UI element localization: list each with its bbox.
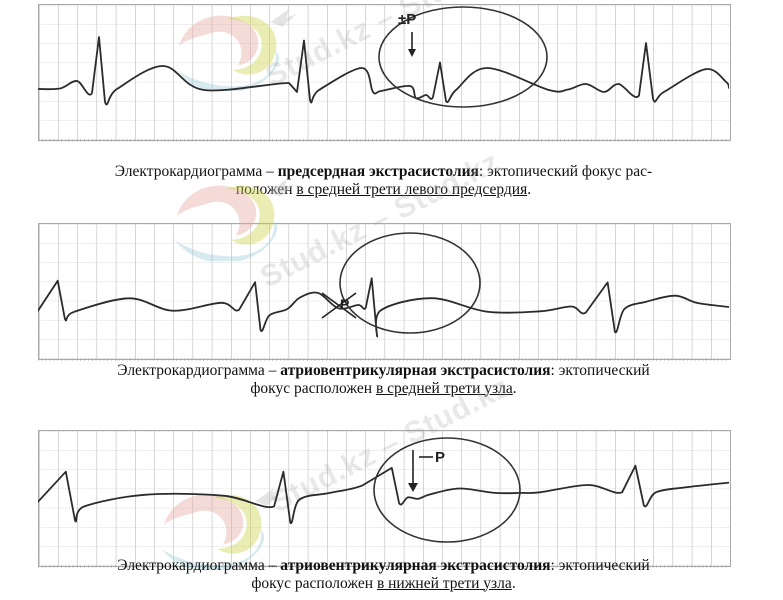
svg-text:P: P [435, 449, 445, 466]
svg-text:±P: ±P [398, 11, 416, 28]
